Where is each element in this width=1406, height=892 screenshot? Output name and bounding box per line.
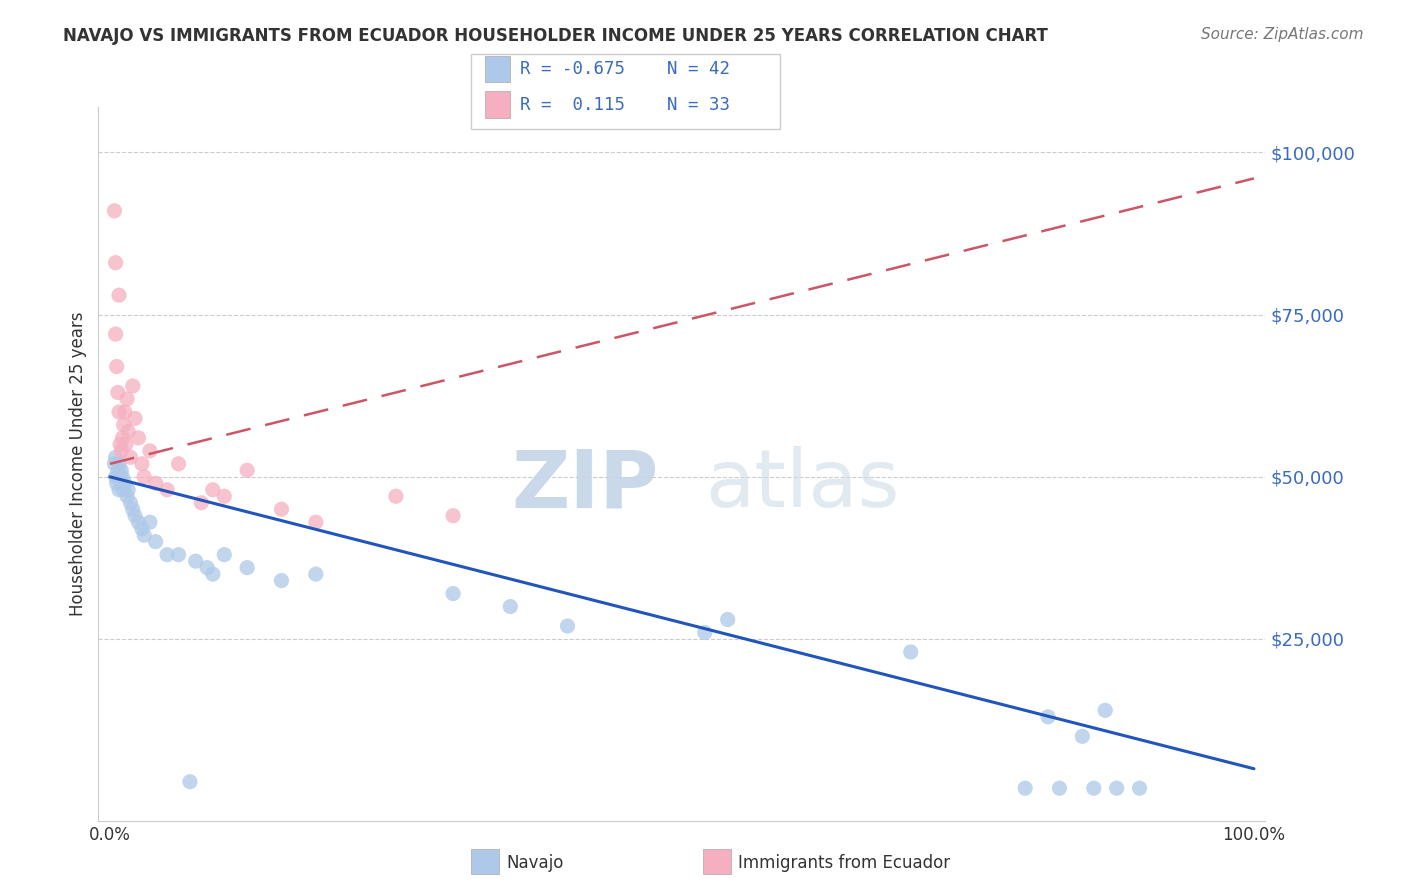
Point bbox=[167, 457, 190, 471]
Point bbox=[270, 502, 292, 516]
Point bbox=[441, 586, 464, 600]
Point bbox=[134, 470, 156, 484]
Point bbox=[105, 476, 128, 491]
Point bbox=[108, 483, 131, 497]
Point bbox=[305, 567, 328, 582]
Point bbox=[127, 515, 149, 529]
Point bbox=[214, 548, 236, 562]
Point bbox=[179, 774, 201, 789]
Point bbox=[111, 431, 134, 445]
Point bbox=[145, 476, 167, 491]
Text: ZIP: ZIP bbox=[512, 446, 658, 524]
Point bbox=[270, 574, 292, 588]
Point bbox=[1036, 710, 1059, 724]
Text: Navajo: Navajo bbox=[506, 854, 564, 871]
Point bbox=[104, 450, 127, 465]
Text: Source: ZipAtlas.com: Source: ZipAtlas.com bbox=[1201, 27, 1364, 42]
Point bbox=[214, 489, 236, 503]
Point bbox=[120, 450, 142, 465]
Point bbox=[114, 476, 136, 491]
Point bbox=[103, 203, 125, 218]
Point bbox=[108, 288, 131, 302]
Point bbox=[305, 515, 328, 529]
Point bbox=[108, 437, 131, 451]
Point bbox=[117, 483, 139, 497]
Point bbox=[385, 489, 408, 503]
Point bbox=[131, 522, 153, 536]
Point bbox=[1105, 781, 1128, 796]
Point bbox=[112, 483, 135, 497]
Point bbox=[124, 411, 146, 425]
Point bbox=[110, 443, 132, 458]
Point bbox=[107, 470, 129, 484]
Point bbox=[103, 457, 125, 471]
Point bbox=[1094, 703, 1116, 717]
Point bbox=[104, 470, 127, 484]
Point bbox=[1083, 781, 1105, 796]
Point bbox=[693, 625, 716, 640]
Point bbox=[1071, 729, 1094, 743]
Text: Immigrants from Ecuador: Immigrants from Ecuador bbox=[738, 854, 950, 871]
Point bbox=[114, 405, 136, 419]
Point bbox=[195, 560, 218, 574]
Point bbox=[127, 431, 149, 445]
Point bbox=[499, 599, 522, 614]
Text: atlas: atlas bbox=[706, 446, 900, 524]
Y-axis label: Householder Income Under 25 years: Householder Income Under 25 years bbox=[69, 311, 87, 616]
Point bbox=[105, 359, 128, 374]
Point bbox=[139, 515, 162, 529]
Point bbox=[104, 256, 127, 270]
Point bbox=[1049, 781, 1071, 796]
Point bbox=[117, 425, 139, 439]
Point bbox=[236, 463, 259, 477]
Point bbox=[236, 560, 259, 574]
Point bbox=[190, 496, 212, 510]
Point bbox=[717, 613, 740, 627]
Point bbox=[1128, 781, 1150, 796]
Point bbox=[557, 619, 579, 633]
Point bbox=[115, 392, 138, 406]
Point bbox=[167, 548, 190, 562]
Point bbox=[115, 489, 138, 503]
Point bbox=[184, 554, 207, 568]
Text: NAVAJO VS IMMIGRANTS FROM ECUADOR HOUSEHOLDER INCOME UNDER 25 YEARS CORRELATION : NAVAJO VS IMMIGRANTS FROM ECUADOR HOUSEH… bbox=[63, 27, 1047, 45]
Point bbox=[121, 502, 143, 516]
Text: R = -0.675    N = 42: R = -0.675 N = 42 bbox=[520, 60, 730, 78]
Point bbox=[107, 385, 129, 400]
Point bbox=[115, 437, 138, 451]
Point bbox=[120, 496, 142, 510]
Point bbox=[121, 379, 143, 393]
Text: R =  0.115    N = 33: R = 0.115 N = 33 bbox=[520, 95, 730, 113]
Point bbox=[900, 645, 922, 659]
Point bbox=[108, 470, 131, 484]
Point bbox=[107, 463, 129, 477]
Point bbox=[145, 534, 167, 549]
Point bbox=[112, 417, 135, 432]
Point bbox=[124, 508, 146, 523]
Point bbox=[108, 405, 131, 419]
Point bbox=[201, 567, 224, 582]
Point bbox=[104, 327, 127, 342]
Point bbox=[1014, 781, 1036, 796]
Point bbox=[441, 508, 464, 523]
Point bbox=[156, 548, 179, 562]
Point bbox=[110, 476, 132, 491]
Point bbox=[156, 483, 179, 497]
Point bbox=[108, 457, 131, 471]
Point bbox=[201, 483, 224, 497]
Point bbox=[131, 457, 153, 471]
Point bbox=[111, 470, 134, 484]
Point bbox=[110, 463, 132, 477]
Point bbox=[139, 443, 162, 458]
Point bbox=[134, 528, 156, 542]
